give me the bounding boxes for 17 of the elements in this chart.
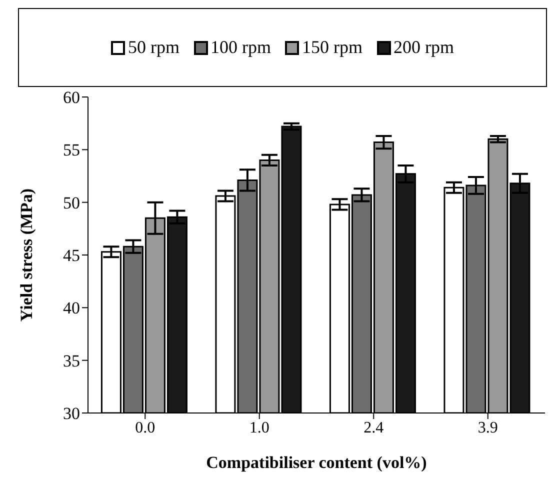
y-tick-label: 60 xyxy=(63,88,80,108)
y-tick-label: 50 xyxy=(63,193,80,212)
legend-label: 150 rpm xyxy=(302,37,362,58)
y-tick-label: 45 xyxy=(63,246,80,266)
x-tick-label: 3.9 xyxy=(478,419,498,436)
y-axis-title: Yield stress (MPa) xyxy=(17,188,36,322)
x-tick-label: 2.4 xyxy=(364,419,384,436)
x-tick-label: 1.0 xyxy=(249,419,270,436)
y-tick-label: 35 xyxy=(63,351,80,370)
x-tick-label: 0.0 xyxy=(135,419,156,436)
y-tick-label: 30 xyxy=(63,404,80,424)
legend-label: 200 rpm xyxy=(394,37,454,58)
y-tick-label: 40 xyxy=(63,298,80,318)
legend-label: 50 rpm xyxy=(128,37,180,58)
y-tick-label: 55 xyxy=(63,140,80,160)
x-axis-title: Compatibiliser content (vol%) xyxy=(206,453,427,472)
legend-label: 100 rpm xyxy=(210,37,271,58)
